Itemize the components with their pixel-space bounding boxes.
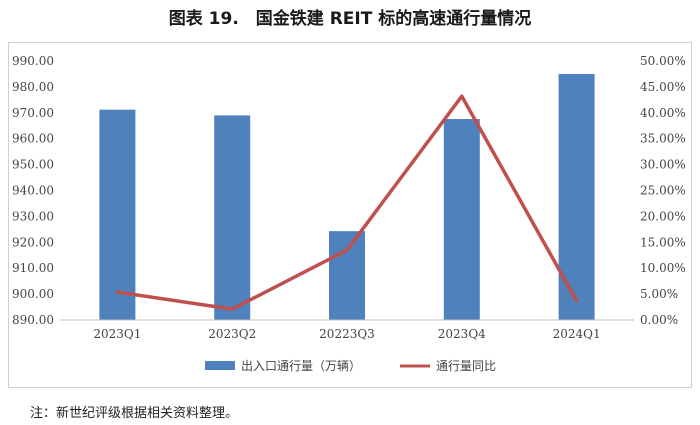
bar xyxy=(558,73,595,320)
right-tick-label: 30.00% xyxy=(640,158,686,172)
left-tick-label: 900.00 xyxy=(12,287,54,301)
x-tick-label: 2024Q1 xyxy=(553,327,601,341)
left-tick-label: 930.00 xyxy=(12,209,54,223)
chart-frame xyxy=(8,42,692,388)
right-tick-label: 15.00% xyxy=(640,235,686,249)
left-axis-ticks: 890.00 900.00 910.00 920.00 930.00 940.00 950.… xyxy=(12,54,54,327)
bar xyxy=(443,119,480,321)
bar xyxy=(99,109,136,320)
right-tick-label: 25.00% xyxy=(640,184,686,198)
right-tick-label: 35.00% xyxy=(640,132,686,146)
right-tick-label: 5.00% xyxy=(640,287,678,301)
left-tick-label: 940.00 xyxy=(12,184,54,198)
line-series xyxy=(115,94,579,311)
x-tick-label: 2023Q4 xyxy=(438,327,486,341)
left-tick-label: 960.00 xyxy=(12,132,54,146)
legend-swatch-bar xyxy=(205,361,235,370)
legend-label-line: 通行量同比 xyxy=(436,359,496,373)
right-tick-label: 10.00% xyxy=(640,261,686,275)
bar-series xyxy=(99,73,595,321)
left-tick-label: 910.00 xyxy=(12,261,54,275)
combo-chart: 890.00 900.00 910.00 920.00 930.00 940.00 950.… xyxy=(12,54,686,373)
source-note: 注：新世纪评级根据相关资料整理。 xyxy=(30,406,239,421)
x-axis-ticks: 2023Q1 2023Q2 20223Q3 2023Q4 2024Q1 xyxy=(93,327,600,341)
x-tick-label: 2023Q2 xyxy=(208,327,256,341)
right-tick-label: 50.00% xyxy=(640,54,686,68)
left-tick-label: 970.00 xyxy=(12,106,54,120)
left-tick-label: 890.00 xyxy=(12,313,54,327)
legend-label-bar: 出入口通行量（万辆） xyxy=(241,359,361,373)
right-tick-label: 45.00% xyxy=(640,80,686,94)
x-tick-label: 2023Q1 xyxy=(93,327,141,341)
left-tick-label: 990.00 xyxy=(12,54,54,68)
bar xyxy=(214,115,251,320)
right-tick-label: 40.00% xyxy=(640,106,686,120)
right-tick-label: 20.00% xyxy=(640,209,686,223)
left-tick-label: 950.00 xyxy=(12,158,54,172)
left-tick-label: 920.00 xyxy=(12,235,54,249)
chart-title: 图表 19. 国金铁建 REIT 标的高速通行量情况 xyxy=(168,9,532,29)
right-tick-label: 0.00% xyxy=(640,313,678,327)
right-axis-ticks: 0.00% 5.00% 10.00% 15.00% 20.00% 25.00% 30.00%… xyxy=(640,54,686,327)
bar xyxy=(329,231,365,320)
yoy-line xyxy=(115,94,579,311)
left-tick-label: 980.00 xyxy=(12,80,54,94)
x-tick-label: 20223Q3 xyxy=(319,327,375,341)
legend: 出入口通行量（万辆） 通行量同比 xyxy=(205,359,496,373)
